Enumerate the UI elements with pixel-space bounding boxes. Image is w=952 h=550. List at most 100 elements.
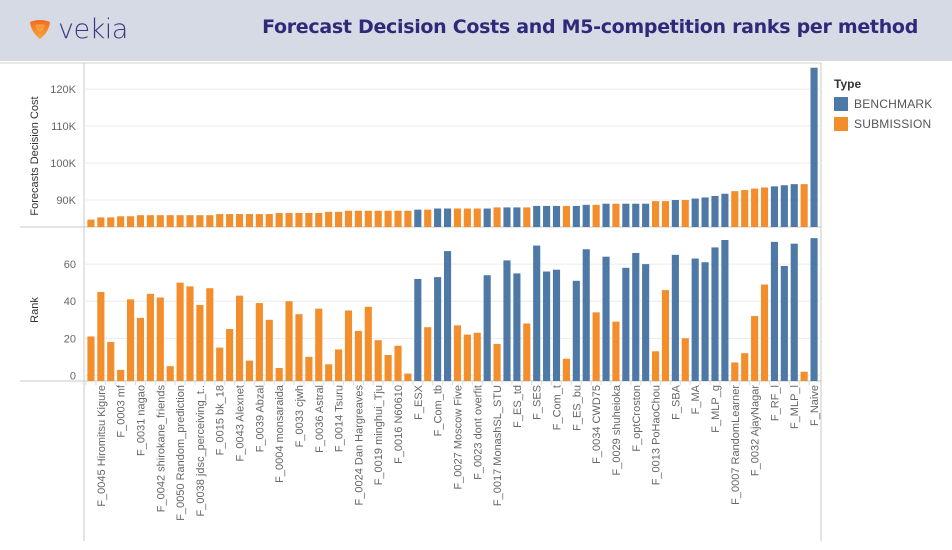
rank-bar[interactable]	[800, 371, 808, 381]
cost-bar[interactable]	[87, 219, 95, 227]
rank-bar[interactable]	[493, 343, 501, 381]
cost-bar[interactable]	[721, 193, 729, 227]
rank-bar[interactable]	[671, 254, 679, 381]
cost-bar[interactable]	[661, 201, 670, 227]
cost-bar[interactable]	[384, 210, 392, 227]
rank-bar[interactable]	[414, 278, 422, 381]
rank-bar[interactable]	[255, 303, 263, 381]
legend-item-submission[interactable]: SUBMISSION	[834, 114, 932, 134]
cost-bar[interactable]	[642, 203, 650, 227]
rank-bar[interactable]	[483, 275, 491, 381]
rank-bar[interactable]	[374, 340, 382, 381]
cost-bar[interactable]	[602, 203, 610, 227]
rank-bar[interactable]	[562, 358, 570, 381]
rank-bar[interactable]	[622, 267, 630, 381]
cost-bar[interactable]	[810, 67, 818, 227]
rank-bar[interactable]	[166, 366, 174, 381]
cost-bar[interactable]	[335, 211, 343, 227]
cost-bar[interactable]	[156, 215, 164, 227]
rank-bar[interactable]	[186, 286, 194, 381]
cost-bar[interactable]	[344, 210, 353, 227]
rank-bar[interactable]	[424, 327, 432, 381]
rank-bar[interactable]	[325, 364, 333, 381]
cost-bar[interactable]	[443, 208, 452, 227]
cost-bar[interactable]	[315, 212, 323, 227]
rank-bar[interactable]	[156, 297, 164, 381]
cost-bar[interactable]	[770, 186, 778, 227]
rank-bar[interactable]	[691, 258, 699, 381]
cost-bar[interactable]	[414, 209, 422, 227]
rank-bar[interactable]	[354, 330, 362, 381]
cost-bar[interactable]	[513, 207, 521, 227]
rank-bar[interactable]	[810, 238, 818, 381]
rank-bar[interactable]	[235, 295, 244, 381]
cost-bar[interactable]	[543, 205, 551, 227]
cost-bar[interactable]	[97, 217, 105, 227]
rank-bar[interactable]	[136, 317, 145, 381]
rank-bar[interactable]	[404, 373, 412, 381]
rank-bar[interactable]	[523, 323, 531, 381]
rank-bar[interactable]	[364, 306, 372, 381]
rank-bar[interactable]	[513, 273, 521, 381]
cost-bar[interactable]	[424, 209, 432, 227]
cost-bar[interactable]	[117, 216, 125, 227]
cost-bar[interactable]	[651, 201, 660, 227]
rank-bar[interactable]	[543, 271, 551, 381]
rank-bar[interactable]	[780, 265, 788, 381]
rank-bar[interactable]	[146, 293, 154, 381]
cost-bar[interactable]	[305, 212, 313, 227]
cost-bar[interactable]	[255, 214, 263, 227]
rank-bar[interactable]	[127, 299, 135, 381]
cost-bar[interactable]	[533, 205, 541, 227]
rank-bar[interactable]	[582, 249, 590, 381]
rank-bar[interactable]	[196, 304, 204, 381]
rank-bar[interactable]	[453, 325, 462, 381]
cost-bar[interactable]	[552, 205, 561, 227]
cost-bar[interactable]	[622, 203, 630, 227]
cost-bar[interactable]	[216, 214, 224, 227]
cost-bar[interactable]	[146, 215, 154, 227]
cost-bar[interactable]	[463, 208, 471, 227]
rank-bar[interactable]	[265, 319, 273, 381]
cost-bar[interactable]	[711, 195, 719, 227]
rank-bar[interactable]	[226, 329, 234, 381]
cost-bar[interactable]	[751, 188, 759, 227]
cost-bar[interactable]	[671, 200, 679, 227]
rank-bar[interactable]	[245, 360, 254, 381]
cost-bar[interactable]	[325, 211, 333, 227]
cost-bar[interactable]	[127, 216, 135, 227]
cost-bar[interactable]	[572, 205, 580, 227]
rank-bar[interactable]	[206, 288, 214, 381]
cost-bar[interactable]	[592, 204, 600, 227]
cost-bar[interactable]	[166, 215, 174, 227]
cost-bar[interactable]	[364, 210, 372, 227]
rank-bar[interactable]	[731, 362, 739, 381]
rank-bar[interactable]	[117, 369, 125, 381]
cost-bar[interactable]	[354, 210, 362, 227]
cost-bar[interactable]	[612, 203, 620, 227]
rank-bar[interactable]	[651, 351, 660, 381]
cost-bar[interactable]	[701, 197, 709, 227]
rank-bar[interactable]	[335, 349, 343, 381]
rank-bar[interactable]	[711, 247, 719, 381]
rank-bar[interactable]	[552, 269, 561, 381]
rank-bar[interactable]	[681, 338, 689, 381]
rank-bar[interactable]	[285, 301, 293, 381]
rank-bar[interactable]	[107, 342, 115, 381]
cost-bar[interactable]	[691, 198, 699, 227]
rank-bar[interactable]	[612, 321, 620, 381]
rank-bar[interactable]	[216, 347, 224, 381]
rank-bar[interactable]	[533, 245, 541, 381]
cost-bar[interactable]	[186, 215, 194, 227]
cost-bar[interactable]	[632, 203, 640, 227]
cost-bar[interactable]	[235, 214, 244, 227]
rank-bar[interactable]	[315, 308, 323, 381]
rank-bar[interactable]	[305, 356, 313, 381]
rank-bar[interactable]	[770, 241, 778, 381]
cost-bar[interactable]	[473, 208, 481, 227]
rank-bar[interactable]	[661, 290, 670, 381]
rank-bar[interactable]	[394, 345, 402, 381]
cost-bar[interactable]	[374, 210, 382, 227]
cost-bar[interactable]	[295, 212, 303, 227]
rank-bar[interactable]	[721, 239, 729, 381]
